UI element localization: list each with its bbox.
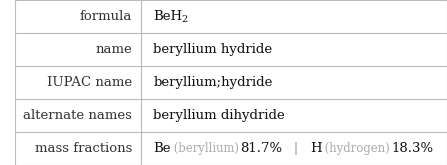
Text: alternate names: alternate names <box>23 109 132 122</box>
Text: (hydrogen): (hydrogen) <box>321 142 394 155</box>
Text: BeH: BeH <box>153 10 182 23</box>
Text: beryllium;hydride: beryllium;hydride <box>153 76 273 89</box>
Text: beryllium dihydride: beryllium dihydride <box>153 109 285 122</box>
Text: |: | <box>281 142 311 155</box>
Text: (beryllium): (beryllium) <box>170 142 243 155</box>
Text: 18.3%: 18.3% <box>392 142 434 155</box>
Text: name: name <box>95 43 132 56</box>
Text: 81.7%: 81.7% <box>240 142 283 155</box>
Text: 2: 2 <box>181 15 188 24</box>
Text: Be: Be <box>153 142 171 155</box>
Text: IUPAC name: IUPAC name <box>47 76 132 89</box>
Text: formula: formula <box>80 10 132 23</box>
Text: mass fractions: mass fractions <box>34 142 132 155</box>
Text: H: H <box>310 142 322 155</box>
Text: beryllium hydride: beryllium hydride <box>153 43 273 56</box>
